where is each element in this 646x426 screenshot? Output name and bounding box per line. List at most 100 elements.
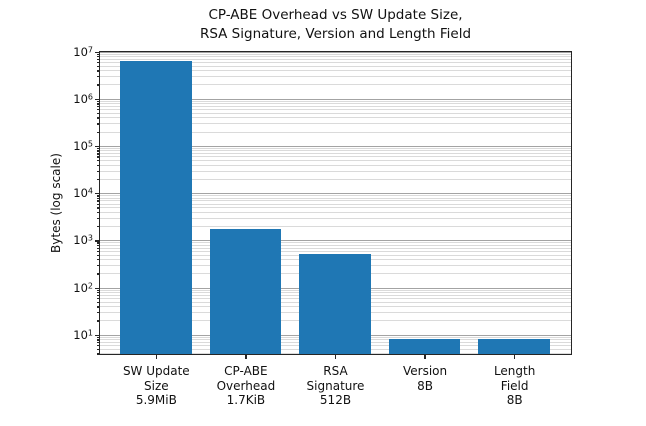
x-tick-label-line: SW Update [122, 364, 190, 378]
x-tick-label-sw-update-size: SW Update Size 5.9MiB [91, 364, 221, 408]
gridline-minor [100, 109, 571, 111]
y-minor-tick-mark [96, 353, 99, 355]
gridline-minor [100, 250, 571, 252]
x-tick-mark [334, 355, 337, 359]
x-tick-label-line: Version [403, 364, 448, 378]
y-minor-tick-mark [96, 100, 99, 103]
plot-area [99, 51, 572, 355]
gridline-minor [100, 200, 571, 202]
gridline-minor [100, 153, 571, 155]
bar-length-field [478, 339, 550, 354]
gridline-minor [100, 160, 571, 162]
y-minor-tick-mark [96, 84, 99, 86]
x-tick-label-length-field: Length Field 8B [450, 364, 580, 408]
y-minor-tick-mark [96, 117, 99, 119]
gridline-minor [100, 131, 571, 133]
x-tick-label-rsa-signature: RSA Signature 512B [271, 364, 401, 408]
gridline-major [100, 193, 571, 195]
y-minor-tick-mark [96, 244, 99, 247]
y-minor-tick-mark [96, 259, 99, 261]
y-tick-mark [95, 145, 99, 148]
bar-version [388, 339, 461, 354]
y-minor-tick-mark [96, 289, 99, 291]
y-minor-tick-mark [96, 153, 99, 155]
y-minor-tick-mark [96, 156, 99, 158]
y-minor-tick-mark [96, 195, 99, 197]
chart-title-line-2: RSA Signature, Version and Length Field [199, 25, 472, 42]
y-minor-tick-mark [96, 197, 99, 199]
y-minor-tick-mark [96, 170, 99, 172]
bar-cp-abe-overhead [209, 228, 282, 354]
y-minor-tick-mark [96, 211, 99, 214]
y-minor-tick-mark [96, 254, 99, 256]
gridline-major [100, 98, 571, 100]
gridline-minor [100, 217, 571, 219]
x-tick-label-line: 8B [506, 393, 523, 408]
gridline-minor [100, 65, 571, 67]
y-minor-tick-mark [96, 164, 99, 166]
y-minor-tick-mark [96, 273, 99, 275]
y-minor-tick-mark [96, 56, 99, 58]
bar-sw-update-size [120, 61, 192, 354]
y-tick-label-10e5: 105 [73, 138, 93, 153]
gridline-minor [100, 148, 571, 150]
gridline-minor [100, 195, 571, 197]
gridline-minor [100, 197, 571, 199]
y-minor-tick-mark [96, 109, 99, 111]
gridline-minor [100, 178, 571, 180]
y-minor-tick-mark [96, 178, 99, 181]
x-tick-label-line: 8B [417, 378, 434, 393]
y-tick-mark [95, 334, 99, 336]
y-minor-tick-mark [96, 342, 99, 344]
y-minor-tick-mark [96, 292, 99, 294]
y-tick-label-10e1: 101 [73, 327, 93, 342]
y-minor-tick-mark [96, 103, 99, 105]
gridline-minor [100, 103, 571, 105]
gridline-minor [100, 84, 571, 86]
y-minor-tick-mark [96, 70, 99, 72]
y-minor-tick-mark [96, 200, 99, 202]
gridline-minor [100, 150, 571, 152]
y-minor-tick-mark [96, 203, 99, 205]
y-minor-tick-mark [96, 242, 99, 244]
gridline-minor [100, 247, 571, 249]
gridline-minor [100, 242, 571, 244]
gridline-minor [100, 58, 571, 60]
y-minor-tick-mark [96, 207, 99, 209]
y-minor-tick-mark [96, 320, 99, 322]
x-tick-mark [245, 355, 247, 359]
gridline-minor [100, 61, 571, 63]
gridline-major [100, 240, 571, 242]
y-minor-tick-mark [96, 217, 99, 220]
y-minor-tick-mark [96, 123, 99, 125]
y-minor-tick-mark [96, 264, 99, 267]
y-tick-mark [95, 287, 99, 289]
gridline-major [100, 145, 571, 147]
x-tick-mark [155, 355, 158, 359]
x-tick-label-line: Length [493, 364, 536, 378]
y-minor-tick-mark [96, 76, 99, 78]
y-minor-tick-mark [96, 250, 99, 253]
chart-title-line-1: CP-ABE Overhead vs SW Update Size, [208, 7, 463, 23]
y-minor-tick-mark [96, 339, 99, 341]
x-tick-label-line: Field [500, 378, 529, 393]
y-tick-mark [95, 240, 99, 242]
y-tick-label-10e4: 104 [73, 186, 93, 201]
y-minor-tick-mark [96, 106, 99, 108]
y-minor-tick-mark [96, 247, 99, 249]
bar-rsa-signature [299, 254, 371, 354]
gridline-minor [100, 226, 571, 228]
x-tick-label-line: Signature [306, 378, 365, 393]
y-minor-tick-mark [96, 148, 99, 150]
gridline-minor [100, 123, 571, 125]
y-tick-mark [95, 193, 99, 195]
y-minor-tick-mark [96, 53, 99, 55]
gridline-minor [100, 244, 571, 246]
y-tick-label-10e6: 106 [73, 91, 93, 106]
y-tick-label-10e3: 103 [73, 233, 93, 248]
x-tick-label-version: Version 8B [360, 364, 490, 393]
y-minor-tick-mark [96, 160, 99, 162]
y-minor-tick-mark [96, 131, 99, 133]
y-minor-tick-mark [96, 226, 99, 228]
